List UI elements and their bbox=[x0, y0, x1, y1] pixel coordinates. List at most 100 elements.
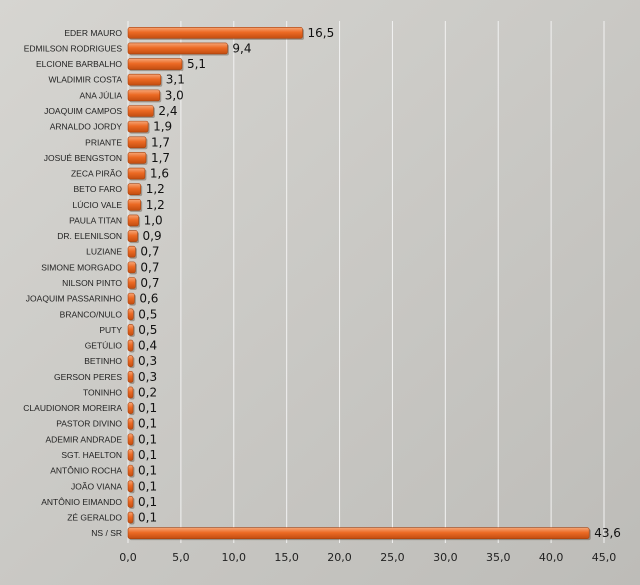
bar bbox=[127, 89, 161, 102]
bar bbox=[127, 214, 139, 227]
x-tick-label: 15,0 bbox=[274, 551, 299, 564]
category-label: DR. ELENILSON bbox=[57, 231, 122, 241]
bar bbox=[127, 402, 134, 414]
bar bbox=[127, 245, 136, 258]
category-label: PUTY bbox=[99, 325, 122, 335]
category-label: GERSON PERES bbox=[54, 372, 122, 382]
data-label: 0,7 bbox=[140, 245, 159, 259]
category-label: TONINHO bbox=[83, 387, 122, 397]
bar bbox=[127, 58, 183, 70]
category-label: ARNALDO JORDY bbox=[50, 122, 123, 132]
category-label: ANA JÚLIA bbox=[79, 90, 122, 100]
data-label: 43,6 bbox=[594, 526, 621, 540]
data-label: 0,3 bbox=[138, 370, 157, 384]
value-labels: 16,59,45,13,13,02,41,91,71,71,61,21,21,0… bbox=[138, 26, 621, 540]
bar bbox=[127, 120, 149, 133]
category-label: PAULA TITAN bbox=[69, 215, 122, 225]
category-label: CLAUDIONOR MOREIRA bbox=[23, 403, 122, 413]
data-label: 0,2 bbox=[138, 385, 157, 399]
data-label: 0,1 bbox=[138, 417, 157, 431]
data-label: 0,5 bbox=[138, 307, 157, 321]
category-label: WLADIMIR COSTA bbox=[48, 75, 122, 85]
category-label: GETÚLIO bbox=[85, 341, 123, 351]
bar bbox=[127, 292, 135, 305]
bar bbox=[127, 105, 154, 117]
bar bbox=[127, 496, 134, 508]
bar bbox=[127, 386, 134, 399]
data-label: 16,5 bbox=[308, 26, 335, 40]
data-label: 0,1 bbox=[138, 464, 157, 478]
bar bbox=[127, 480, 134, 493]
category-label: ANTÔNIO EIMANDO bbox=[41, 497, 122, 507]
category-label: PRIANTE bbox=[85, 137, 122, 147]
data-label: 1,2 bbox=[146, 198, 165, 212]
x-axis-ticks: 0,0 5,0 10,0 15,0 20,0 25,0 30,0 35,0 40,0 45,0 bbox=[119, 551, 616, 564]
category-label: JOÃO VIANA bbox=[71, 481, 122, 491]
bar bbox=[127, 339, 134, 352]
data-label: 2,4 bbox=[158, 104, 177, 118]
data-label: 1,2 bbox=[146, 182, 165, 196]
data-label: 0,1 bbox=[138, 432, 157, 446]
data-label: 1,7 bbox=[151, 151, 170, 165]
category-label: JOAQUIM CAMPOS bbox=[44, 106, 122, 116]
bar bbox=[127, 167, 146, 180]
category-label: ELCIONE BARBALHO bbox=[36, 59, 122, 69]
bar bbox=[127, 277, 136, 289]
bar bbox=[127, 308, 134, 321]
category-label: LUZIANE bbox=[86, 247, 122, 257]
data-label: 1,0 bbox=[144, 213, 163, 227]
bar bbox=[127, 261, 136, 274]
category-label: ADEMIR ANDRADE bbox=[45, 434, 122, 444]
category-label: JOAQUIM PASSARINHO bbox=[26, 294, 123, 304]
category-label: ZÉ GERALDO bbox=[67, 513, 122, 523]
x-tick-label: 0,0 bbox=[119, 551, 137, 564]
data-label: 1,6 bbox=[150, 167, 169, 181]
category-label: BETINHO bbox=[84, 356, 122, 366]
bar bbox=[127, 511, 134, 524]
category-label: PASTOR DIVINO bbox=[56, 419, 122, 429]
x-tick-label: 5,0 bbox=[172, 551, 190, 564]
bar bbox=[127, 199, 141, 211]
bar bbox=[127, 433, 134, 446]
data-label: 9,4 bbox=[232, 41, 251, 55]
bar bbox=[127, 527, 590, 539]
category-label: BETO FARO bbox=[74, 184, 123, 194]
data-label: 0,1 bbox=[138, 448, 157, 462]
category-label: SGT. HAELTON bbox=[61, 450, 122, 460]
bar bbox=[127, 417, 134, 430]
bar bbox=[127, 324, 134, 336]
x-tick-label: 35,0 bbox=[486, 551, 511, 564]
data-label: 0,7 bbox=[140, 260, 159, 274]
x-tick-label: 10,0 bbox=[222, 551, 247, 564]
category-labels: EDER MAURO EDMILSON RODRIGUES ELCIONE BARB… bbox=[23, 28, 122, 538]
data-label: 0,3 bbox=[138, 354, 157, 368]
bar bbox=[127, 42, 228, 55]
data-label: 0,5 bbox=[138, 323, 157, 337]
data-label: 0,1 bbox=[138, 511, 157, 525]
bar bbox=[127, 449, 134, 461]
data-label: 0,9 bbox=[143, 229, 162, 243]
data-label: 5,1 bbox=[187, 57, 206, 71]
category-label: BRANCO/NULO bbox=[60, 309, 123, 319]
category-label: NS / SR bbox=[91, 528, 122, 538]
bar bbox=[127, 152, 147, 164]
data-label: 3,0 bbox=[165, 88, 184, 102]
bar bbox=[127, 355, 134, 367]
data-label: 0,4 bbox=[138, 339, 157, 353]
category-label: EDER MAURO bbox=[64, 28, 122, 38]
x-tick-label: 25,0 bbox=[380, 551, 405, 564]
category-label: NILSON PINTO bbox=[62, 278, 122, 288]
bar bbox=[127, 136, 147, 149]
data-label: 3,1 bbox=[166, 73, 185, 87]
category-label: EDMILSON RODRIGUES bbox=[24, 43, 123, 53]
x-tick-label: 45,0 bbox=[592, 551, 617, 564]
category-label: SIMONE MORGADO bbox=[41, 262, 122, 272]
category-label: JOSUÉ BENGSTON bbox=[44, 153, 122, 163]
x-tick-label: 30,0 bbox=[433, 551, 458, 564]
category-label: ZECA PIRÃO bbox=[71, 169, 122, 179]
bar bbox=[127, 183, 141, 195]
bar bbox=[127, 27, 303, 39]
category-label: LÚCIO VALE bbox=[73, 200, 123, 210]
